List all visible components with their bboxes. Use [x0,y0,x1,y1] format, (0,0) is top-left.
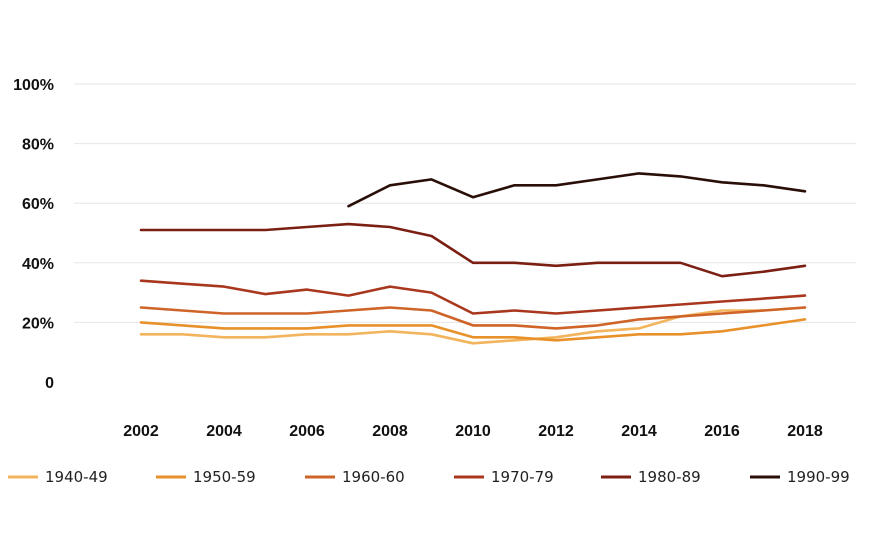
legend-label: 1980-89 [638,468,701,486]
legend-label: 1960-60 [342,468,405,486]
y-tick-label: 20% [22,315,54,332]
x-tick-label: 2008 [372,423,408,440]
legend-item: 1980-89 [601,468,701,486]
x-tick-label: 2012 [538,423,574,440]
x-tick-label: 2018 [787,423,823,440]
legend-item: 1960-60 [305,468,405,486]
y-tick-label: 40% [22,256,54,273]
y-tick-label: 100% [13,77,54,94]
x-tick-label: 2002 [123,423,159,440]
legend-label: 1940-49 [45,468,108,486]
x-tick-label: 2014 [621,423,657,440]
y-tick-label: 80% [22,137,54,154]
legend-item: 1940-49 [8,468,108,486]
y-tick-label: 0 [45,375,54,392]
series-line-1950-59 [139,318,807,342]
legend-item: 1970-79 [454,468,554,486]
series-line-1960-60 [139,306,807,330]
series-line-1980-89 [139,222,807,278]
x-tick-label: 2004 [206,423,242,440]
y-axis-tick-labels: 0 20% 40% 60% 80% 100% [13,77,54,392]
legend-label: 1950-59 [193,468,256,486]
series-line-1990-99 [347,172,807,208]
x-tick-label: 2016 [704,423,740,440]
series-line-1970-79 [139,279,807,315]
y-tick-label: 60% [22,196,54,213]
legend: 1940-49 1950-59 1960-60 1970-79 1980-89 1990-… [8,468,850,486]
legend-item: 1990-99 [750,468,850,486]
x-tick-label: 2006 [289,423,325,440]
legend-label: 1970-79 [491,468,554,486]
legend-item: 1950-59 [156,468,256,486]
gridlines [74,83,856,323]
x-axis-tick-labels: 2002 2004 2006 2008 2010 2012 2014 2016 2018 [123,423,823,440]
x-tick-label: 2010 [455,423,491,440]
series-lines [139,172,807,345]
legend-label: 1990-99 [787,468,850,486]
